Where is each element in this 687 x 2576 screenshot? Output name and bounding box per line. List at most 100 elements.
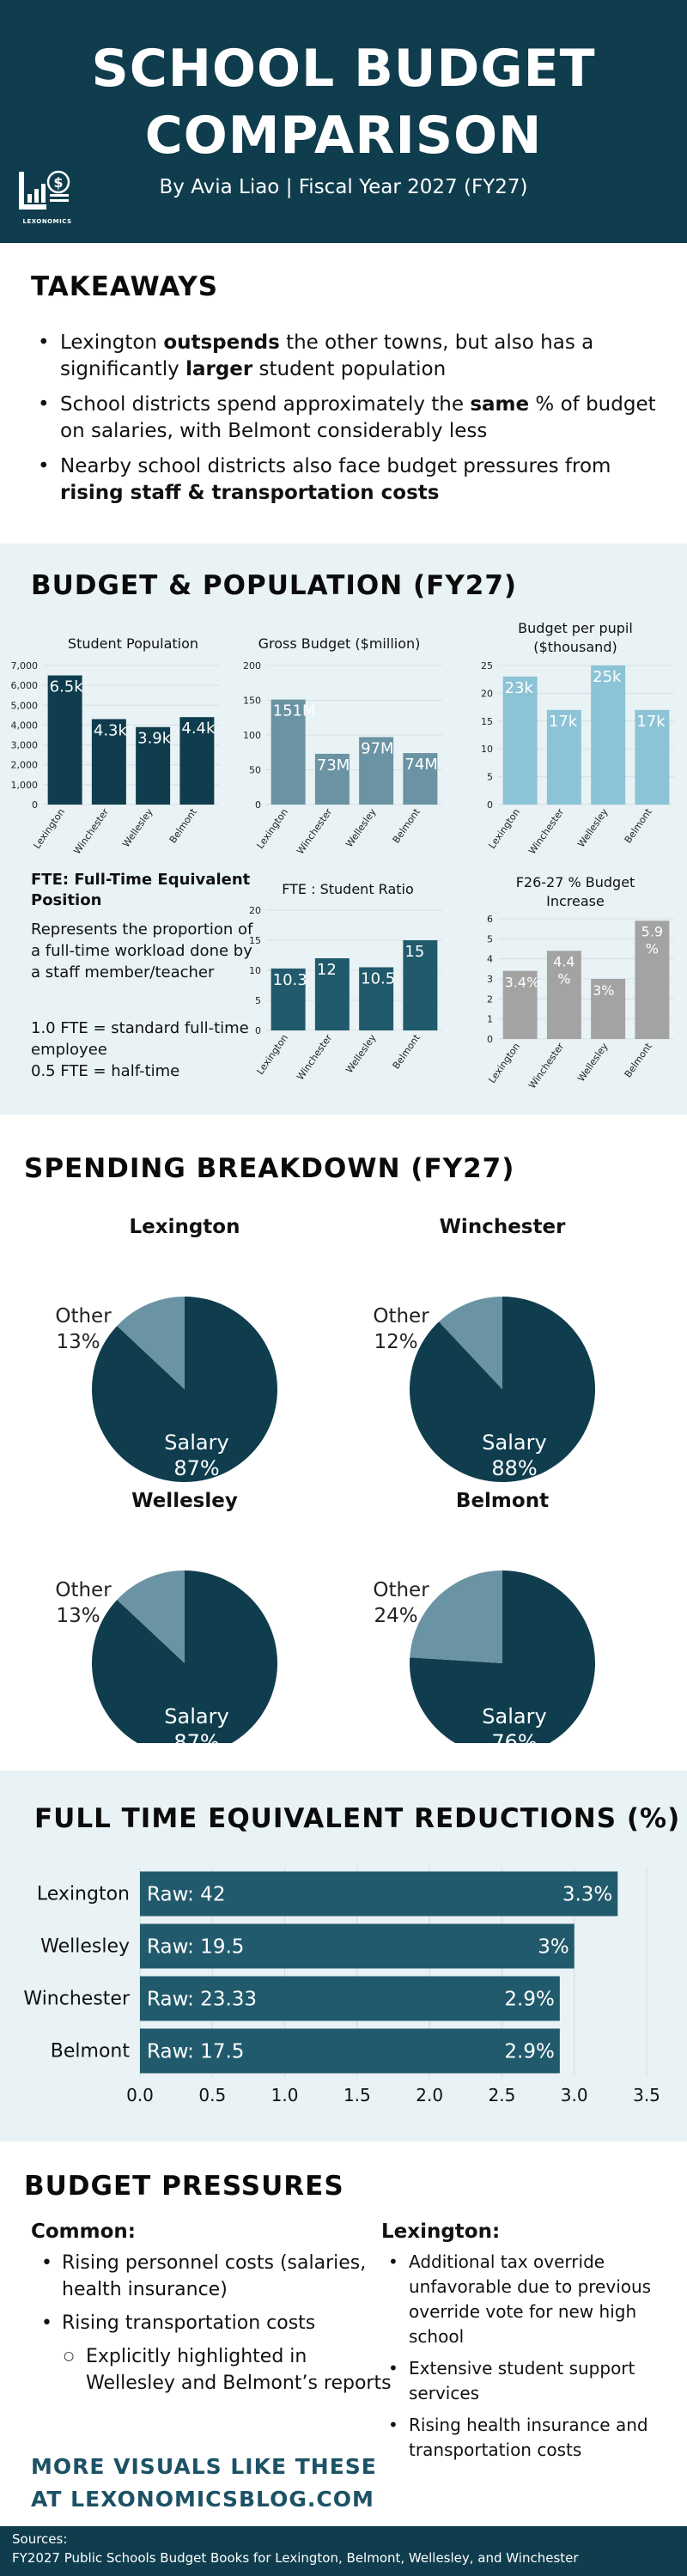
pressures-title: BUDGET PRESSURES bbox=[24, 2171, 344, 2202]
data-label: % bbox=[557, 970, 570, 987]
data-label: 10.3 bbox=[273, 971, 307, 989]
y-tick-label: 2 bbox=[487, 993, 493, 1005]
category-label: Lexington bbox=[37, 1884, 130, 1905]
data-label: 17k bbox=[636, 713, 666, 731]
category-label: Winchester bbox=[23, 1989, 131, 2010]
y-tick-label: 6,000 bbox=[11, 680, 39, 691]
page-title-line2: COMPARISON bbox=[144, 106, 543, 166]
footer: Sources: FY2027 Public Schools Budget Bo… bbox=[0, 2526, 687, 2576]
x-tick-label: Winchester bbox=[526, 806, 566, 856]
salary-pct: 87% bbox=[173, 1730, 219, 1743]
fte-definition-title: FTE: Full-Time Equivalent Position bbox=[31, 871, 251, 909]
salary-label: Salary bbox=[164, 1704, 228, 1728]
other-pct: 13% bbox=[56, 1331, 100, 1353]
gross-budget-bar-chart: 0 50 100 150 200 151M Lexington 73M Winchester 97… bbox=[243, 660, 442, 856]
raw-label: Raw: 23.33 bbox=[147, 1989, 257, 2011]
common-pressures-list: Rising personnel costs (salaries, health… bbox=[38, 2250, 398, 2403]
bar-lexington bbox=[502, 970, 538, 1039]
bar-belmont bbox=[403, 940, 438, 1030]
y-tick-label: 10 bbox=[249, 965, 261, 976]
data-label: 5.9 bbox=[641, 923, 663, 939]
blog-link-line1[interactable]: MORE VISUALS LIKE THESE bbox=[31, 2454, 377, 2479]
y-tick-label: 4,000 bbox=[11, 720, 39, 731]
bar-belmont bbox=[635, 920, 670, 1039]
x-tick-label: Winchester bbox=[295, 806, 334, 856]
bar-wellesley bbox=[359, 737, 394, 805]
y-tick-label: 5 bbox=[255, 995, 261, 1006]
category-label: Wellesley bbox=[40, 1936, 130, 1958]
page-title-line1: SCHOOL BUDGET bbox=[91, 39, 596, 99]
salary-label: Salary bbox=[164, 1431, 228, 1455]
x-tick-label: 1.0 bbox=[271, 2085, 299, 2105]
budget-increase-chart-title-line1: F26-27 % Budget bbox=[515, 874, 635, 890]
bar-winchester bbox=[91, 719, 126, 805]
bar-wellesley bbox=[591, 665, 626, 805]
y-tick-label: 1,000 bbox=[11, 780, 39, 791]
takeaway-item: Lexington outspends the other towns, but… bbox=[36, 330, 672, 383]
data-label: 23k bbox=[505, 679, 534, 697]
budget-population-title: BUDGET & POPULATION (FY27) bbox=[31, 570, 518, 601]
x-tick-label: Wellesley bbox=[575, 1041, 611, 1084]
y-tick-label: 3 bbox=[487, 974, 493, 985]
x-tick-label: Lexington bbox=[254, 806, 290, 851]
budget-increase-bar-chart: 0 1 2 3 4 5 6 3.4% Lexington 4.4% Winchester 3% Well… bbox=[486, 914, 674, 1091]
bar-belmont bbox=[140, 2028, 560, 2074]
y-tick-label: 2,000 bbox=[11, 760, 39, 771]
sources-label: Sources: bbox=[12, 2531, 68, 2547]
per-pupil-chart-title-line2: ($thousand) bbox=[533, 639, 617, 655]
bar-wellesley bbox=[136, 726, 171, 805]
y-tick-label: 0 bbox=[32, 799, 38, 811]
pie-title-belmont: Belmont bbox=[455, 1490, 550, 1512]
data-label: 6.5k bbox=[50, 678, 84, 696]
x-tick-label: 0.0 bbox=[126, 2085, 154, 2105]
x-tick-label: 0.5 bbox=[198, 2085, 226, 2105]
pressure-item: Rising personnel costs (salaries, health… bbox=[38, 2250, 398, 2303]
y-tick-label: 1 bbox=[487, 1014, 493, 1025]
pie-title-winchester: Winchester bbox=[439, 1216, 566, 1238]
logo-icon: $ bbox=[19, 170, 70, 210]
data-label: 151M bbox=[273, 702, 316, 720]
data-label: 10.5 bbox=[361, 970, 395, 988]
pressure-item: Additional tax override unfavorable due … bbox=[385, 2250, 668, 2349]
fte-reductions-bar-chart: 0.0 0.5 1.0 1.5 2.0 2.5 3.0 3.5 Lexington Raw: 42… bbox=[23, 1868, 660, 2105]
y-tick-label: 3,000 bbox=[11, 740, 39, 751]
byline: By Avia Liao | Fiscal Year 2027 (FY27) bbox=[159, 176, 528, 198]
spending-pie-charts: Salary87%Other13%Salary88%Other12%Salary… bbox=[55, 1297, 596, 1743]
y-tick-label: 5 bbox=[487, 772, 493, 783]
x-tick-label: 2.5 bbox=[489, 2085, 516, 2105]
y-tick-label: 15 bbox=[249, 935, 261, 946]
y-tick-label: 20 bbox=[481, 688, 493, 699]
y-tick-label: 150 bbox=[243, 696, 261, 707]
x-tick-label: Belmont bbox=[623, 806, 654, 846]
pie-slice-salary bbox=[92, 1571, 277, 1743]
bar-belmont bbox=[635, 709, 670, 805]
raw-label: Raw: 19.5 bbox=[147, 1936, 244, 1959]
lexington-pressures-list: Additional tax override unfavorable due … bbox=[385, 2250, 668, 2470]
data-label: 3.3% bbox=[562, 1884, 612, 1906]
fte-reductions-title: FULL TIME EQUIVALENT REDUCTIONS (%) bbox=[34, 1803, 681, 1834]
gross-budget-chart-title: Gross Budget ($million) bbox=[258, 635, 421, 652]
x-tick-label: Lexington bbox=[486, 1041, 522, 1085]
takeaways-list: Lexington outspends the other towns, but… bbox=[36, 330, 672, 515]
salary-label: Salary bbox=[482, 1704, 546, 1728]
logo-text: LEXONOMICS bbox=[22, 218, 72, 225]
sources-text: FY2027 Public Schools Budget Books for L… bbox=[12, 2550, 579, 2566]
x-tick-label: Belmont bbox=[391, 806, 423, 846]
raw-label: Raw: 17.5 bbox=[147, 2041, 244, 2063]
takeaway-item: Nearby school districts also face budget… bbox=[36, 453, 672, 507]
x-tick-label: Winchester bbox=[71, 806, 111, 856]
data-label: 3% bbox=[538, 1936, 569, 1959]
data-label: 74M bbox=[404, 756, 437, 774]
blog-link-line2[interactable]: AT LEXONOMICSBLOG.COM bbox=[31, 2487, 374, 2512]
x-tick-label: Wellesley bbox=[344, 806, 379, 849]
y-tick-label: 5,000 bbox=[11, 700, 39, 711]
fte-ratio-bar-chart: 0 5 10 15 20 10.3 Lexington 12 Winchester 10.5 Wel… bbox=[249, 905, 442, 1082]
data-label: 3.9k bbox=[137, 730, 172, 748]
other-label: Other bbox=[373, 1579, 429, 1601]
pie-title-lexington: Lexington bbox=[129, 1216, 240, 1238]
data-label: 4.4 bbox=[553, 953, 575, 969]
data-label: 73M bbox=[317, 756, 350, 775]
x-tick-label: Belmont bbox=[167, 806, 199, 846]
salary-label: Salary bbox=[482, 1431, 546, 1455]
per-pupil-chart-title-line1: Budget per pupil bbox=[518, 620, 633, 636]
